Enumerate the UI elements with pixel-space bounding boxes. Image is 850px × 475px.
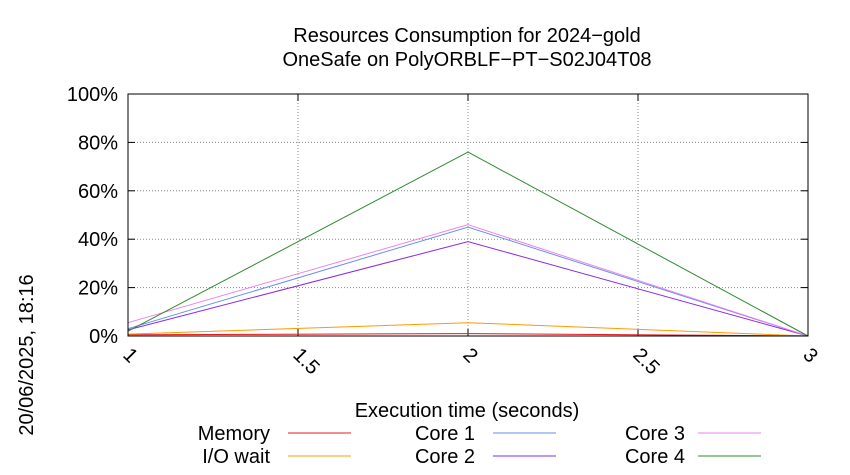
x-tick-label: 3 <box>798 344 821 367</box>
legend-label-memory: Memory <box>198 423 270 445</box>
legend-label-core-4: Core 4 <box>625 446 685 468</box>
series-line-core-2 <box>127 241 809 337</box>
legend-label-core-2: Core 2 <box>415 446 475 468</box>
y-tick-label: 60% <box>78 181 118 203</box>
y-tick-label: 20% <box>78 278 118 300</box>
y-tick-label: 0% <box>89 326 118 348</box>
y-tick-label: 40% <box>78 229 118 251</box>
legend-label-core-3: Core 3 <box>625 423 685 445</box>
x-axis-label: Execution time (seconds) <box>355 400 580 422</box>
series-line-memory <box>127 333 809 337</box>
gridlines <box>128 94 808 336</box>
chart-subtitle: OneSafe on PolyORBLF−PT−S02J04T08 <box>282 49 651 71</box>
series-line-i-o-wait <box>127 322 809 337</box>
legend-label-i-o-wait: I/O wait <box>202 446 270 468</box>
y-tick-label: 80% <box>78 132 118 154</box>
series-lines <box>127 151 809 337</box>
x-tick-label: 1.5 <box>288 344 323 379</box>
series-line-core-3 <box>127 224 809 337</box>
legend-label-core-1: Core 1 <box>415 423 475 445</box>
x-tick-label: 2.5 <box>628 344 663 379</box>
series-line-core-4 <box>127 151 809 337</box>
x-tick-label: 2 <box>458 344 481 367</box>
chart-title: Resources Consumption for 2024−gold <box>293 25 640 47</box>
timestamp-label: 20/06/2025, 18:16 <box>16 274 38 435</box>
series-line-core-1 <box>127 226 809 337</box>
y-tick-label: 100% <box>67 84 118 106</box>
x-tick-label: 1 <box>118 344 141 367</box>
plot-frame <box>127 93 809 337</box>
